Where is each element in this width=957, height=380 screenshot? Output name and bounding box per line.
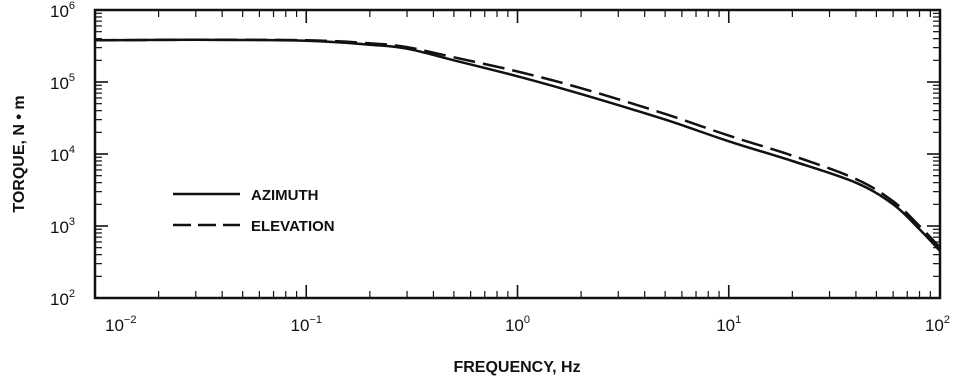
x-tick-label: 10−2 (105, 314, 136, 335)
y-axis-label: TORQUE, N • m (11, 95, 28, 212)
major-ticks (94, 9, 941, 299)
minor-ticks (95, 10, 940, 298)
plot-frame (93, 8, 942, 300)
legend: AZIMUTH ELEVATION (173, 187, 335, 235)
x-axis-label: FREQUENCY, Hz (453, 359, 580, 376)
x-tick-labels: 10−2 10−1 100 101 102 (105, 314, 950, 335)
legend-label-azimuth: AZIMUTH (251, 187, 319, 204)
y-tick-label: 104 (50, 144, 75, 165)
x-tick-label: 101 (716, 314, 741, 335)
y-tick-label: 102 (50, 288, 75, 309)
y-tick-label: 105 (50, 72, 75, 93)
legend-label-elevation: ELEVATION (251, 218, 335, 235)
y-tick-labels: 102 103 104 105 106 (50, 0, 75, 309)
series-lines (94, 38, 941, 252)
series-line-elevation (94, 38, 941, 249)
x-tick-label: 10−1 (291, 314, 322, 335)
y-tick-label: 103 (50, 216, 75, 237)
x-tick-label: 102 (925, 314, 950, 335)
y-tick-label: 106 (50, 0, 75, 21)
x-tick-label: 100 (505, 314, 530, 335)
